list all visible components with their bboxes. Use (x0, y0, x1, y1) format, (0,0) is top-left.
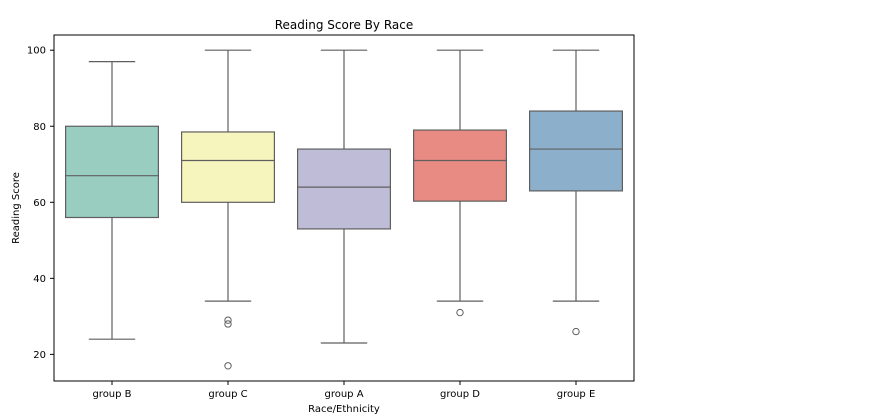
outlier-group-c-0 (224, 316, 232, 324)
outlier-group-d-0 (456, 308, 464, 317)
x-tick-label-group-a: group A (324, 389, 363, 400)
x-tick-label-group-d: group D (440, 389, 480, 400)
x-tick-label-group-c: group C (208, 389, 247, 400)
box-group-e (528, 49, 623, 336)
iqr-box-group-a (297, 148, 392, 230)
chart-title: Reading Score By Race (275, 18, 414, 32)
box-group-b (64, 61, 160, 340)
outlier-group-c-2 (224, 362, 232, 370)
outlier-group-e-0 (572, 327, 580, 336)
x-tick-label-group-b: group B (92, 389, 131, 400)
y-tick-label-100: 100 (27, 46, 46, 57)
box-group-a (297, 49, 392, 344)
iqr-box-group-e (528, 110, 623, 192)
y-tick-label-20: 20 (33, 350, 46, 361)
x-axis-label: Race/Ethnicity (308, 404, 380, 415)
y-tick-label-80: 80 (33, 122, 46, 133)
iqr-box-group-d (413, 129, 508, 202)
plot-area (64, 49, 623, 370)
y-axis-label: Reading Score (11, 172, 22, 244)
outlier-group-c-1 (224, 320, 232, 328)
iqr-box-group-b (64, 125, 160, 219)
y-tick-label-40: 40 (33, 274, 46, 285)
iqr-box-group-c (181, 131, 276, 203)
box-group-c (181, 49, 276, 370)
box-group-d (413, 49, 508, 317)
x-tick-label-group-e: group E (557, 389, 596, 400)
y-tick-label-60: 60 (33, 198, 46, 209)
